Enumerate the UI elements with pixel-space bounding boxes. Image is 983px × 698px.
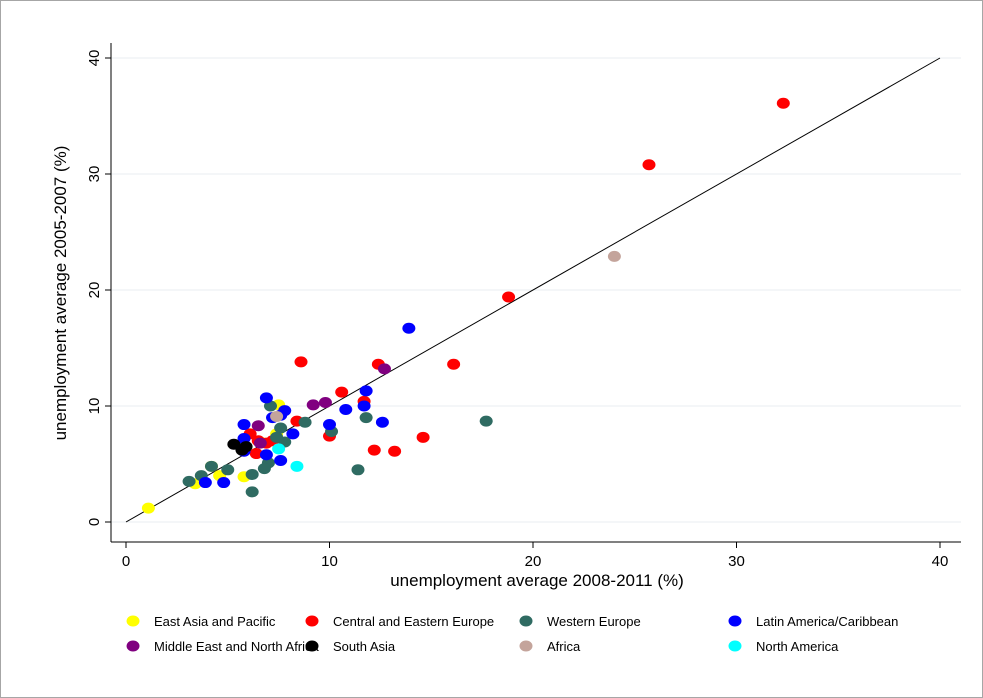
point-north-america (290, 460, 304, 472)
grid-lines (111, 57, 961, 523)
point-latin-america-caribbean (259, 392, 273, 404)
point-east-asia-and-pacific (141, 502, 155, 514)
point-latin-america-caribbean (237, 419, 251, 431)
point-middle-east-and-north-africa (377, 363, 391, 375)
point-western-europe (274, 422, 288, 434)
legend-label-south-asia: South Asia (333, 639, 396, 654)
x-tick-label: 0 (122, 553, 130, 570)
legend-label-central-and-eastern-europe: Central and Eastern Europe (333, 614, 494, 629)
legend-marker-east-asia-and-pacific (126, 615, 140, 627)
x-tick-labels: 0 10 20 30 40 (122, 553, 949, 570)
point-central-and-eastern-europe (642, 159, 656, 171)
point-africa (270, 410, 284, 422)
x-tick-label: 10 (321, 553, 338, 570)
point-western-europe (359, 412, 373, 424)
legend-label-latin-america-caribbean: Latin America/Caribbean (756, 614, 898, 629)
point-central-and-eastern-europe (294, 356, 308, 368)
point-latin-america-caribbean (259, 449, 273, 461)
point-western-europe (245, 486, 259, 498)
point-middle-east-and-north-africa (306, 399, 320, 411)
point-western-europe (270, 431, 284, 443)
point-latin-america-caribbean (286, 428, 300, 440)
point-latin-america-caribbean (198, 477, 212, 489)
legend-label-north-america: North America (756, 639, 839, 654)
point-western-europe (204, 460, 218, 472)
legend-marker-western-europe (519, 615, 533, 627)
point-central-and-eastern-europe (776, 97, 790, 109)
legend-marker-north-america (728, 640, 742, 652)
data-points (141, 97, 790, 514)
axes (105, 43, 961, 548)
point-latin-america-caribbean (402, 322, 416, 334)
y-axis-title: unemployment average 2005-2007 (%) (51, 146, 70, 441)
point-middle-east-and-north-africa (318, 397, 332, 409)
y-tick-label: 10 (86, 398, 103, 415)
point-western-europe (479, 415, 493, 427)
point-latin-america-caribbean (217, 477, 231, 489)
point-latin-america-caribbean (339, 403, 353, 415)
y-tick-label: 20 (86, 282, 103, 299)
point-central-and-eastern-europe (388, 445, 402, 457)
legend-label-africa: Africa (547, 639, 581, 654)
legend-marker-middle-east-and-north-africa (126, 640, 140, 652)
point-latin-america-caribbean (375, 416, 389, 428)
point-central-and-eastern-europe (249, 448, 263, 460)
point-north-america (272, 443, 286, 455)
legend-marker-latin-america-caribbean (728, 615, 742, 627)
x-tick-label: 30 (728, 553, 745, 570)
x-tick-label: 20 (525, 553, 542, 570)
point-africa (607, 250, 621, 262)
y-tick-labels: 0 10 20 30 40 (86, 50, 103, 527)
y-tick-label: 0 (86, 518, 103, 526)
y-tick-label: 40 (86, 50, 103, 67)
point-central-and-eastern-europe (502, 291, 516, 303)
point-central-and-eastern-europe (416, 431, 430, 443)
point-latin-america-caribbean (323, 419, 336, 431)
point-latin-america-caribbean (274, 455, 288, 467)
point-middle-east-and-north-africa (251, 420, 265, 432)
point-latin-america-caribbean (359, 385, 373, 397)
x-tick-label: 40 (932, 553, 949, 570)
point-south-asia (239, 441, 253, 453)
legend-marker-south-asia (305, 640, 319, 652)
point-western-europe (245, 468, 259, 480)
point-western-europe (221, 464, 235, 476)
point-western-europe (182, 475, 196, 487)
point-western-europe (298, 416, 312, 428)
point-western-europe (257, 463, 271, 475)
point-middle-east-and-north-africa (253, 437, 267, 449)
legend-marker-central-and-eastern-europe (305, 615, 319, 627)
x-axis-title: unemployment average 2008-2011 (%) (390, 571, 684, 590)
legend-label-western-europe: Western Europe (547, 614, 641, 629)
legend-label-middle-east-and-north-africa: Middle East and North Africa (154, 639, 320, 654)
point-latin-america-caribbean (357, 400, 371, 412)
legend-label-east-asia-and-pacific: East Asia and Pacific (154, 614, 276, 629)
legend: East Asia and Pacific Central and Eastern… (126, 614, 898, 654)
legend-marker-africa (519, 640, 533, 652)
point-central-and-eastern-europe (367, 444, 381, 456)
point-central-and-eastern-europe (447, 358, 461, 370)
y-tick-label: 30 (86, 166, 103, 183)
point-central-and-eastern-europe (335, 386, 349, 398)
point-western-europe (351, 464, 365, 476)
